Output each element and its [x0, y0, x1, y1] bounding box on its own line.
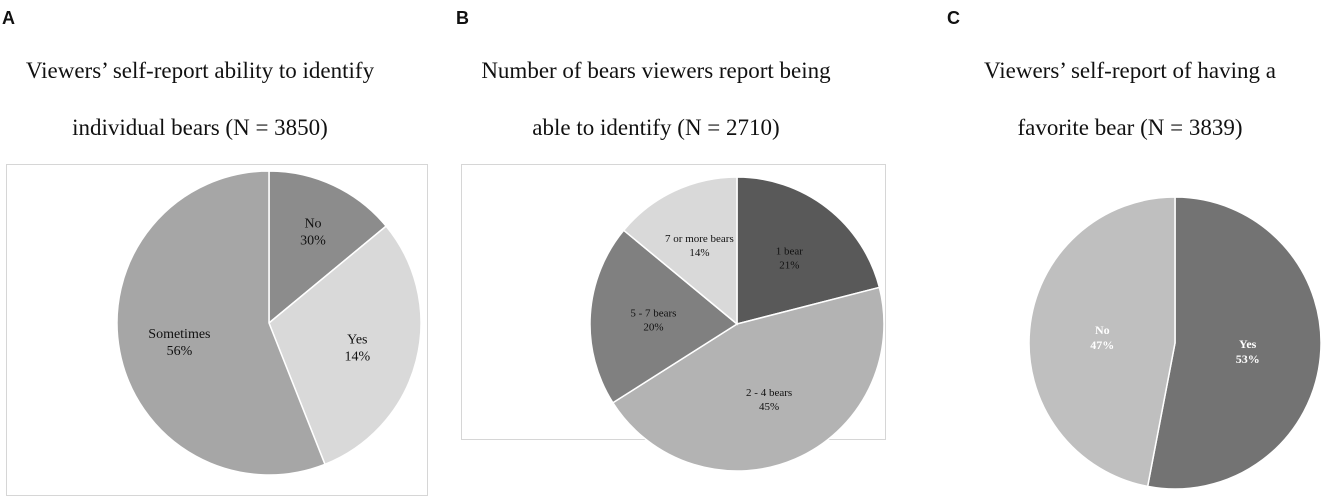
slice-label-yes: Yes	[347, 333, 367, 348]
slice-percent-yes: 53%	[1236, 352, 1260, 366]
pie-slice-yes	[268, 225, 422, 466]
panel-c: C Viewers’ self-report of having a favor…	[945, 0, 1325, 496]
panel-letter: B	[456, 8, 469, 28]
chart-title-line-2: able to identify (N = 2710)	[532, 115, 780, 140]
chart-title-line-1: Viewers’ self-report ability to identify	[25, 58, 375, 83]
pie-slice-sometimes	[116, 170, 326, 476]
slice-percent-1-bear: 21%	[779, 260, 799, 272]
panel-a: A Viewers’ self-report ability to identi…	[0, 0, 440, 496]
chart-title-line-2: favorite bear (N = 3839)	[1017, 115, 1243, 140]
pie-slice-no	[1028, 196, 1176, 488]
slice-percent-yes: 14%	[344, 350, 370, 365]
pie-slice-no	[268, 170, 388, 325]
pie-slice-5-7-bears	[589, 229, 739, 404]
slice-label-no: No	[1095, 323, 1110, 337]
slice-percent-7-or-more-bears: 14%	[689, 247, 709, 259]
panel-letter: C	[947, 8, 960, 28]
slice-percent-no: 47%	[1090, 338, 1114, 352]
slice-percent-2-4-bears: 45%	[759, 401, 779, 413]
slice-label-1-bear: 1 bear	[776, 246, 804, 258]
chart-title-line-1: Number of bears viewers report being	[481, 58, 831, 83]
slice-label-7-or-more-bears: 7 or more bears	[665, 233, 734, 245]
slice-percent-5-7-bears: 20%	[643, 322, 663, 334]
chart-title-line-2: individual bears (N = 3850)	[72, 115, 328, 140]
pie-slice-7-or-more-bears	[622, 176, 738, 326]
slice-label-no: No	[304, 217, 321, 232]
slice-label-5-7-bears: 5 - 7 bears	[630, 308, 676, 320]
slice-label-sometimes: Sometimes	[148, 327, 210, 342]
slice-percent-no: 30%	[300, 234, 326, 249]
chart-title-line-1: Viewers’ self-report of having a	[984, 58, 1276, 83]
panel-b: B Number of bears viewers report being a…	[456, 0, 896, 496]
pie-slice-yes	[1146, 196, 1322, 490]
slice-label-2-4-bears: 2 - 4 bears	[746, 387, 792, 399]
panel-letter: A	[2, 8, 15, 28]
slice-label-yes: Yes	[1239, 337, 1257, 351]
pie-slice-2-4-bears	[611, 286, 885, 472]
pie-chart: No 30% Yes 14% Sometimes 56%	[116, 170, 422, 476]
slice-percent-sometimes: 56%	[167, 344, 193, 359]
pie-slice-1-bear	[736, 176, 881, 325]
pie-chart: 1 bear 21% 2 - 4 bears 45% 5 - 7 bears 20% 7 o…	[589, 176, 885, 472]
